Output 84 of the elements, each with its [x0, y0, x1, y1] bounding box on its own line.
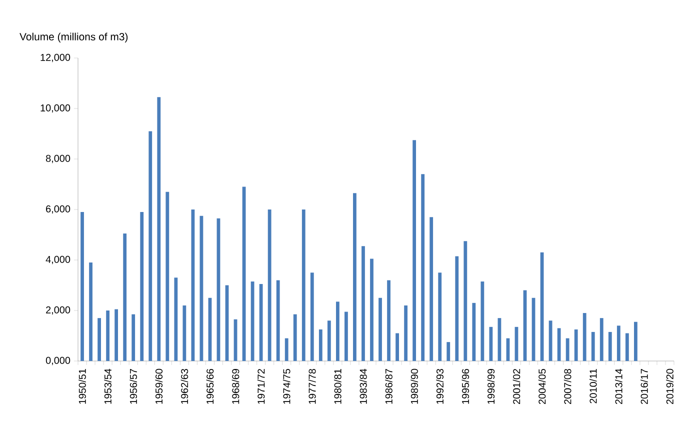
x-tick-label: 2007/08 [564, 368, 572, 404]
x-tick-label: 1956/57 [130, 369, 137, 404]
bar [404, 305, 408, 361]
bar [174, 278, 178, 361]
x-tick-label: 2019/20 [666, 368, 674, 404]
bar [327, 320, 331, 361]
y-tick-label: 10,000 [40, 104, 70, 113]
y-axis-title: Volume (millions of m3) [20, 32, 128, 42]
x-tick-label: 1971/72 [257, 369, 265, 404]
bar [310, 272, 314, 361]
x-tick-label: 1998/99 [487, 368, 495, 404]
x-tick-label: 1983/84 [360, 368, 367, 404]
bar [608, 332, 612, 361]
bar [166, 192, 170, 361]
bar [191, 210, 195, 361]
bar [464, 241, 468, 361]
bar [318, 329, 322, 361]
bar [489, 326, 493, 361]
y-tick-label: 0,000 [46, 356, 70, 366]
x-tick-label: 2001/02 [512, 369, 520, 404]
bar [140, 212, 144, 361]
bar [132, 314, 136, 361]
x-tick-label: 1995/96 [462, 368, 470, 404]
bar [430, 217, 434, 361]
x-tick-label: 1977/78 [308, 368, 316, 404]
bar [582, 313, 586, 361]
bar [480, 281, 484, 361]
x-tick-label: 1962/63 [180, 368, 188, 404]
bar [625, 333, 629, 361]
bar [472, 302, 476, 361]
bar [455, 256, 459, 361]
bar [302, 210, 306, 361]
bar [98, 318, 101, 361]
bar [276, 280, 280, 361]
x-tick-label: 2013/14 [615, 368, 622, 404]
bar [89, 262, 92, 361]
bar [114, 309, 118, 361]
bar [396, 333, 399, 361]
bar [412, 140, 416, 361]
x-tick-label: 2016/17 [640, 369, 648, 404]
bar [259, 284, 263, 361]
bar [148, 131, 152, 361]
bar [634, 322, 638, 361]
x-tick-label: 1986/87 [385, 369, 392, 404]
x-tick-label: 1965/66 [206, 368, 214, 404]
bar [344, 312, 348, 361]
x-tick-label: 1953/54 [104, 368, 112, 404]
y-tick-label: 6,000 [46, 205, 70, 214]
bar [387, 280, 390, 361]
x-tick-label: 1974/75 [282, 368, 290, 404]
bar [378, 298, 382, 361]
bar [80, 212, 84, 361]
bar [438, 272, 442, 361]
x-tick-label: 1968/69 [232, 368, 240, 404]
bar [362, 246, 365, 361]
bar [616, 326, 620, 361]
bar [574, 329, 578, 361]
bar [600, 318, 604, 361]
x-tick-label: 1992/93 [436, 368, 444, 404]
y-tick-label: 2,000 [46, 306, 70, 315]
bar [557, 328, 561, 361]
x-tick-label: 1989/90 [410, 368, 418, 404]
bar [353, 193, 356, 361]
x-tick-label: 2010/11 [589, 369, 597, 404]
y-tick-label: 12,000 [40, 54, 70, 62]
bar [182, 305, 186, 361]
bar [106, 310, 110, 361]
x-tick-label: 2004/05 [538, 368, 546, 404]
y-tick-label: 8,000 [46, 154, 70, 164]
bar [293, 314, 297, 361]
bar [336, 302, 340, 361]
bar [566, 338, 570, 361]
bar [268, 210, 272, 361]
bar [284, 338, 288, 361]
x-tick-label: 1959/60 [155, 368, 163, 404]
x-tick-label: 1950/51 [78, 369, 86, 404]
y-tick-label: 4,000 [46, 256, 70, 264]
bar [591, 332, 595, 361]
bar [446, 342, 450, 361]
bar [157, 97, 161, 361]
bar [370, 258, 374, 361]
bar [421, 174, 425, 361]
bar [123, 233, 127, 361]
x-tick-label: 1980/81 [334, 369, 342, 404]
